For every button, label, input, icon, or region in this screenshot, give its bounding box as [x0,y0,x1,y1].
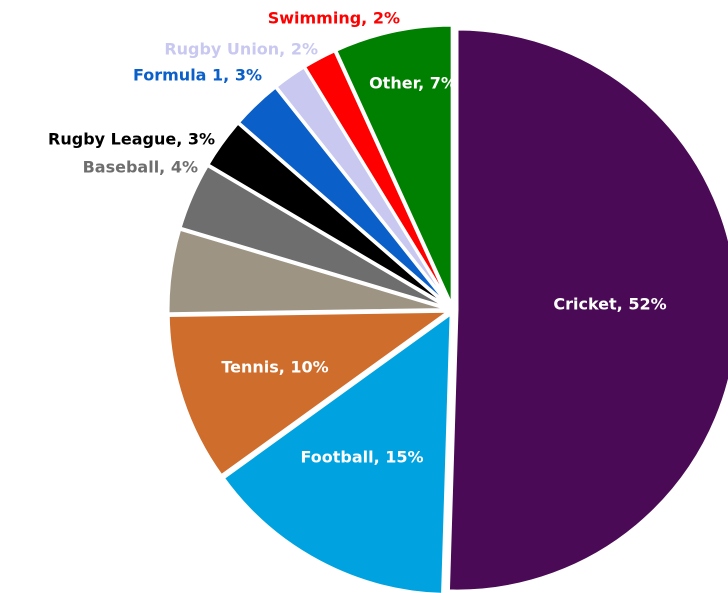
pie-slice [333,23,454,307]
pie-slice [166,309,454,478]
slice-label: Tennis, 10% [221,358,328,377]
pie-slice [446,27,728,593]
slice-label: Cricket, 52% [553,295,666,314]
slice-label: Rugby League, 3% [48,130,215,149]
slice-label: Swimming, 2% [268,9,400,28]
slice-label: NFL, 5% [215,268,288,287]
slice-label: Rugby Union, 2% [164,40,318,59]
slice-label: Other, 7% [369,74,457,93]
slice-label: Football, 15% [300,448,423,467]
slice-label: Formula 1, 3% [133,66,262,85]
slice-label: Baseball, 4% [83,158,198,177]
